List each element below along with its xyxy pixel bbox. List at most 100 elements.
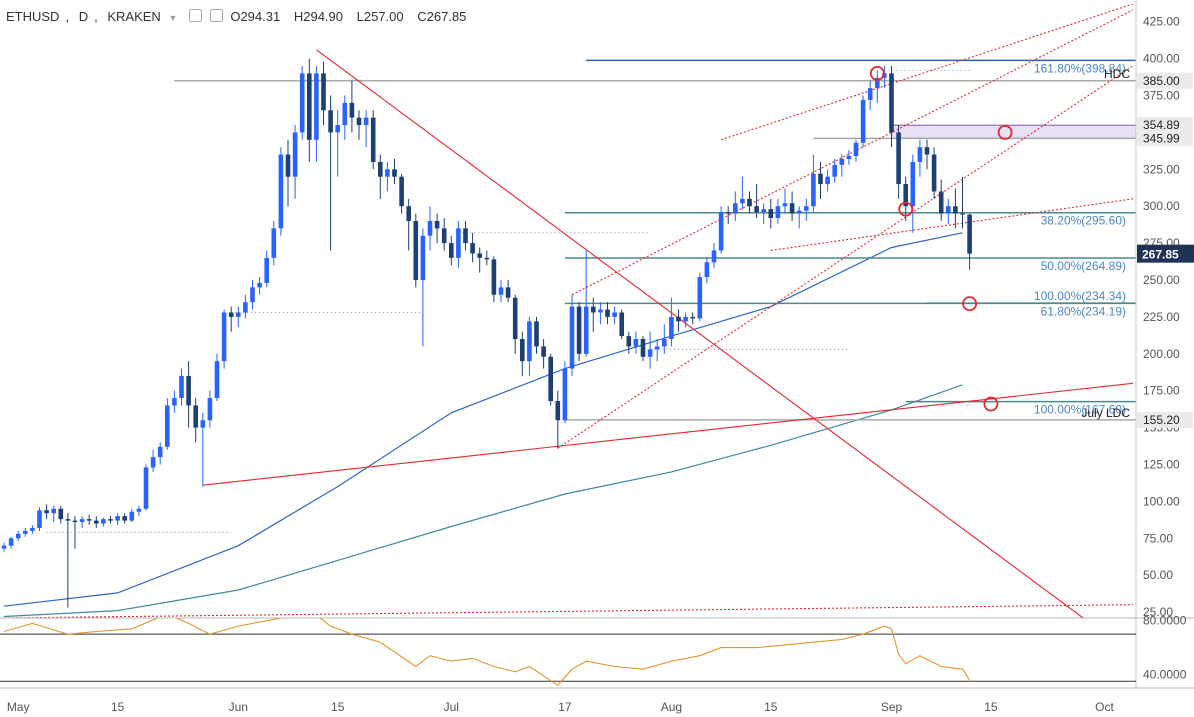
- candle: [931, 147, 937, 199]
- candle: [505, 280, 511, 303]
- level-label: HDC: [1104, 67, 1130, 81]
- candle: [640, 336, 646, 362]
- candle-body: [264, 257, 269, 283]
- price-axis-tick: 400.00: [1143, 52, 1180, 66]
- candle: [583, 250, 589, 357]
- candle-body: [150, 457, 156, 468]
- candle-body: [882, 73, 887, 78]
- candle: [747, 191, 752, 214]
- candle: [207, 390, 213, 428]
- price-axis-tick: 25.00: [1143, 605, 1173, 619]
- settings-icon[interactable]: [189, 9, 203, 22]
- candle: [86, 514, 92, 526]
- candle-body: [789, 203, 795, 214]
- fib-label: 61.80%(234.19): [1041, 304, 1126, 318]
- candle: [399, 173, 404, 214]
- fib-label: 100.00%(234.34): [1034, 289, 1126, 303]
- candle: [108, 516, 113, 524]
- candle: [406, 198, 411, 251]
- candle: [512, 294, 518, 354]
- candle: [378, 154, 383, 199]
- candle: [733, 191, 738, 221]
- candle: [555, 390, 561, 449]
- candle: [967, 213, 972, 270]
- candle-body: [250, 287, 255, 303]
- candle: [8, 536, 14, 549]
- candle: [136, 505, 142, 517]
- candle-body: [243, 302, 248, 313]
- candle-body: [94, 520, 99, 524]
- candle: [356, 110, 362, 140]
- marker-circle: [997, 125, 1013, 140]
- candle: [186, 361, 191, 428]
- marker-circle: [983, 396, 999, 412]
- candle-body: [15, 533, 21, 539]
- rsi-axis-tick: 40.0000: [1143, 668, 1187, 682]
- candle-body: [179, 375, 184, 399]
- candle-body: [931, 154, 937, 192]
- candle: [150, 449, 156, 472]
- candle-body: [321, 73, 326, 111]
- candle-body: [200, 420, 206, 428]
- candle: [101, 517, 106, 527]
- candle-body: [108, 519, 113, 521]
- level-tag-text: 345.99: [1143, 131, 1180, 145]
- candle-body: [292, 132, 298, 177]
- candle-body: [51, 508, 56, 514]
- candle: [449, 235, 454, 266]
- price-axis-tick: 75.00: [1143, 531, 1173, 545]
- price-axis-tick: 225.00: [1143, 310, 1180, 324]
- candle-body: [704, 262, 710, 278]
- candle-body: [23, 530, 28, 534]
- candle-body: [647, 349, 653, 357]
- candle-body: [917, 147, 923, 162]
- candle: [527, 316, 532, 376]
- candle: [711, 243, 717, 269]
- candle-body: [441, 228, 447, 244]
- candle: [491, 256, 497, 303]
- candle: [960, 176, 965, 229]
- time-axis-tick: 15: [764, 700, 778, 714]
- candle: [214, 353, 220, 402]
- price-axis-tick: 175.00: [1143, 384, 1180, 398]
- candle-body: [214, 361, 220, 399]
- candle: [541, 339, 546, 369]
- high-value: H294.90: [293, 9, 343, 24]
- candle-body: [626, 336, 632, 347]
- exchange-label[interactable]: KRAKEN: [107, 9, 161, 24]
- rsi-area: [3, 618, 971, 687]
- candle: [662, 324, 667, 354]
- candle: [548, 353, 553, 406]
- candle: [946, 198, 951, 224]
- interval-label[interactable]: D: [78, 9, 89, 24]
- candle-body: [825, 176, 830, 185]
- candle-body: [591, 306, 596, 313]
- candle: [456, 220, 461, 269]
- candle-body: [946, 206, 951, 214]
- candle: [335, 110, 340, 177]
- symbol-label[interactable]: ETHUSD: [6, 9, 60, 24]
- candle-body: [953, 206, 958, 214]
- candle-body: [896, 132, 901, 185]
- candle: [243, 294, 248, 319]
- rsi-line: [3, 618, 971, 687]
- candle-body: [491, 259, 497, 295]
- candle: [882, 65, 887, 89]
- candle-body: [86, 519, 92, 521]
- candle: [115, 513, 120, 526]
- candle: [129, 508, 135, 523]
- candle-body: [640, 339, 646, 357]
- candle-body: [938, 191, 944, 214]
- chevron-down-icon[interactable]: ▾: [170, 13, 176, 24]
- candle-body: [484, 257, 490, 260]
- time-axis-tick: 15: [111, 700, 125, 714]
- candle: [385, 161, 390, 192]
- candle: [853, 139, 859, 162]
- price-axis-tick: 100.00: [1143, 494, 1180, 508]
- visibility-icon[interactable]: [209, 9, 223, 22]
- candle: [236, 306, 241, 328]
- candle: [867, 80, 873, 111]
- resistance-zone: [891, 124, 1136, 139]
- candle-body: [754, 206, 759, 213]
